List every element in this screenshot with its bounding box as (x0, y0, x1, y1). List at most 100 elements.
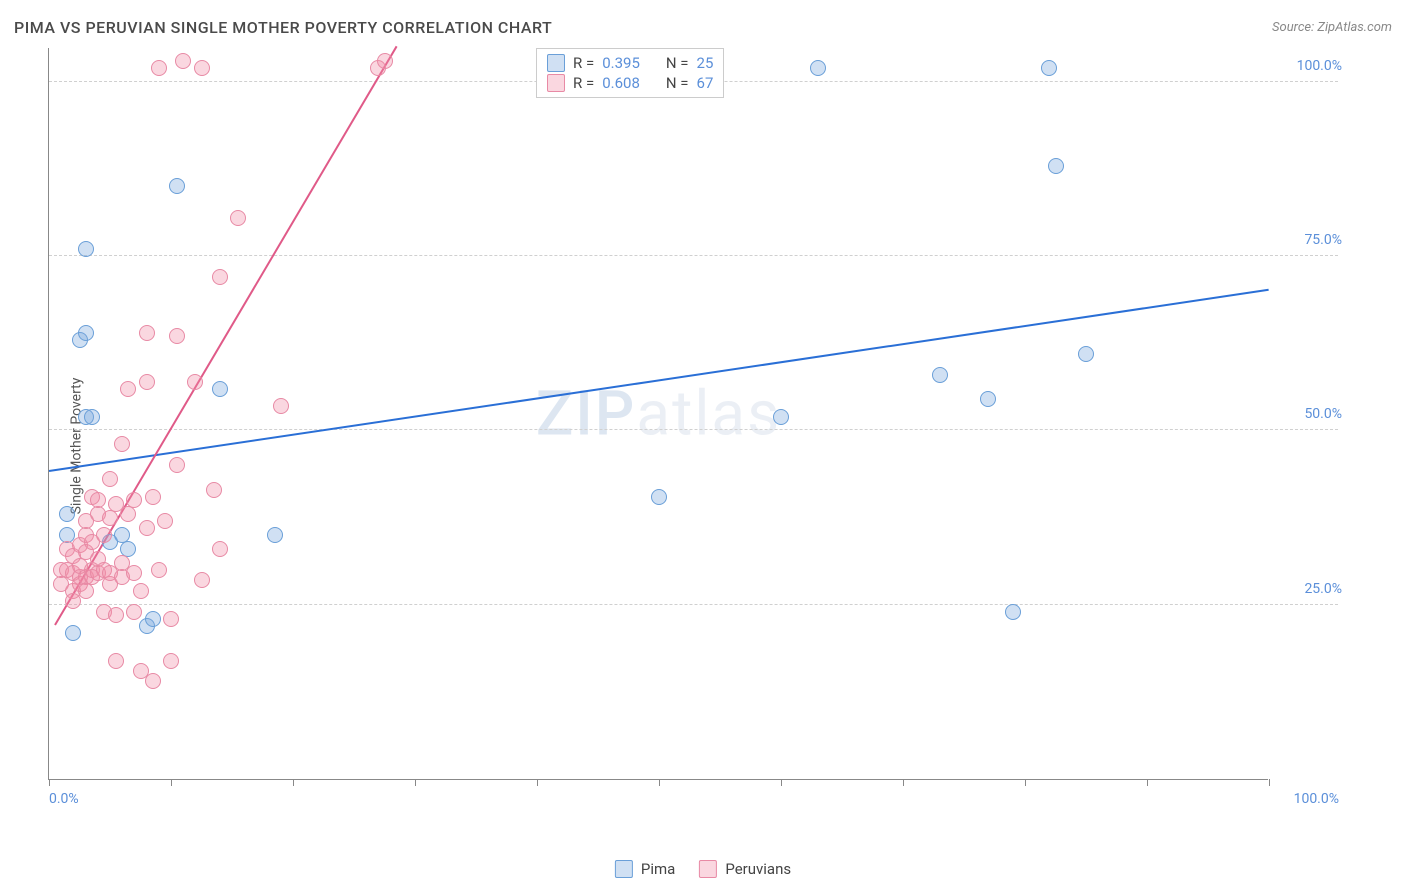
r-value: 0.608 (602, 74, 640, 92)
y-tick-label: 25.0% (1280, 581, 1342, 597)
peruvians-point (169, 328, 185, 344)
pima-point (267, 527, 283, 543)
gridline-h (49, 604, 1338, 605)
peruvians-point (194, 572, 210, 588)
chart-title: PIMA VS PERUVIAN SINGLE MOTHER POVERTY C… (14, 18, 552, 37)
pima-trend-line (49, 289, 1269, 472)
peruvians-point (96, 527, 112, 543)
peruvians-point (163, 611, 179, 627)
x-tick-label: 100.0% (1294, 791, 1339, 807)
peruvians-point (157, 513, 173, 529)
peruvians-point (90, 492, 106, 508)
r-label: R = (573, 74, 594, 92)
peruvians-point (139, 520, 155, 536)
peruvians-point (273, 398, 289, 414)
peruvians-point (145, 673, 161, 689)
x-tick (1269, 779, 1270, 786)
peruvians-point (151, 60, 167, 76)
x-tick (659, 779, 660, 786)
pima-point (169, 178, 185, 194)
peruvians-point (102, 471, 118, 487)
peruvians-point (151, 562, 167, 578)
pima-point (59, 506, 75, 522)
pima-point (145, 611, 161, 627)
peruvians-swatch (547, 74, 565, 92)
peruvians-point (126, 604, 142, 620)
peruvians-point (126, 565, 142, 581)
peruvians-point (139, 374, 155, 390)
peruvians-point (78, 583, 94, 599)
pima-point (1078, 346, 1094, 362)
y-tick-label: 50.0% (1280, 406, 1342, 422)
peruvians-point (108, 607, 124, 623)
legend-label: Peruvians (725, 860, 791, 878)
pima-point (773, 409, 789, 425)
peruvians-point (120, 506, 136, 522)
pima-point (65, 625, 81, 641)
r-value: 0.395 (602, 54, 640, 72)
legend-item-pima: Pima (615, 860, 675, 878)
peruvians-swatch (699, 860, 717, 878)
pima-point (980, 391, 996, 407)
pima-point (78, 325, 94, 341)
peruvians-point (194, 60, 210, 76)
peruvians-point (169, 457, 185, 473)
peruvians-point (114, 436, 130, 452)
peruvians-point (145, 489, 161, 505)
y-tick-label: 100.0% (1280, 58, 1342, 74)
pima-point (84, 409, 100, 425)
legend-row-peruvians: R = 0.608 N = 67 (547, 73, 713, 93)
peruvians-point (175, 53, 191, 69)
peruvians-point (120, 381, 136, 397)
legend-row-pima: R = 0.395 N = 25 (547, 53, 713, 73)
legend-correlation: R = 0.395 N = 25 R = 0.608 N = 67 (536, 48, 724, 98)
gridline-h (49, 255, 1338, 256)
x-tick (1147, 779, 1148, 786)
n-label: N = (666, 54, 689, 72)
pima-point (212, 381, 228, 397)
legend-item-peruvians: Peruvians (699, 860, 791, 878)
peruvians-point (212, 541, 228, 557)
plot-area: ZIPatlas 25.0%50.0%75.0%100.0%0.0%100.0% (48, 48, 1268, 780)
x-tick (537, 779, 538, 786)
pima-point (651, 489, 667, 505)
peruvians-point (108, 653, 124, 669)
pima-point (1041, 60, 1057, 76)
watermark: ZIPatlas (536, 377, 781, 450)
peruvians-point (206, 482, 222, 498)
peruvians-point (102, 510, 118, 526)
chart-source: Source: ZipAtlas.com (1272, 20, 1392, 35)
x-tick (293, 779, 294, 786)
peruvians-point (133, 583, 149, 599)
peruvians-point (230, 210, 246, 226)
x-tick (903, 779, 904, 786)
pima-swatch (547, 54, 565, 72)
x-tick (171, 779, 172, 786)
x-tick (49, 779, 50, 786)
y-tick-label: 75.0% (1280, 232, 1342, 248)
pima-point (1048, 158, 1064, 174)
peruvians-point (163, 653, 179, 669)
n-value: 25 (697, 54, 714, 72)
pima-point (810, 60, 826, 76)
n-label: N = (666, 74, 689, 92)
pima-point (932, 367, 948, 383)
peruvians-point (187, 374, 203, 390)
legend-bottom: Pima Peruvians (615, 860, 791, 878)
n-value: 67 (697, 74, 714, 92)
gridline-h (49, 429, 1338, 430)
r-label: R = (573, 54, 594, 72)
pima-point (78, 241, 94, 257)
peruvians-point (377, 53, 393, 69)
legend-label: Pima (641, 860, 675, 878)
chart-header: PIMA VS PERUVIAN SINGLE MOTHER POVERTY C… (14, 14, 1392, 40)
pima-point (1005, 604, 1021, 620)
x-tick (1025, 779, 1026, 786)
peruvians-point (126, 492, 142, 508)
pima-swatch (615, 860, 633, 878)
peruvians-point (212, 269, 228, 285)
peruvians-point (139, 325, 155, 341)
x-tick (415, 779, 416, 786)
x-tick-label: 0.0% (49, 791, 79, 807)
x-tick (781, 779, 782, 786)
